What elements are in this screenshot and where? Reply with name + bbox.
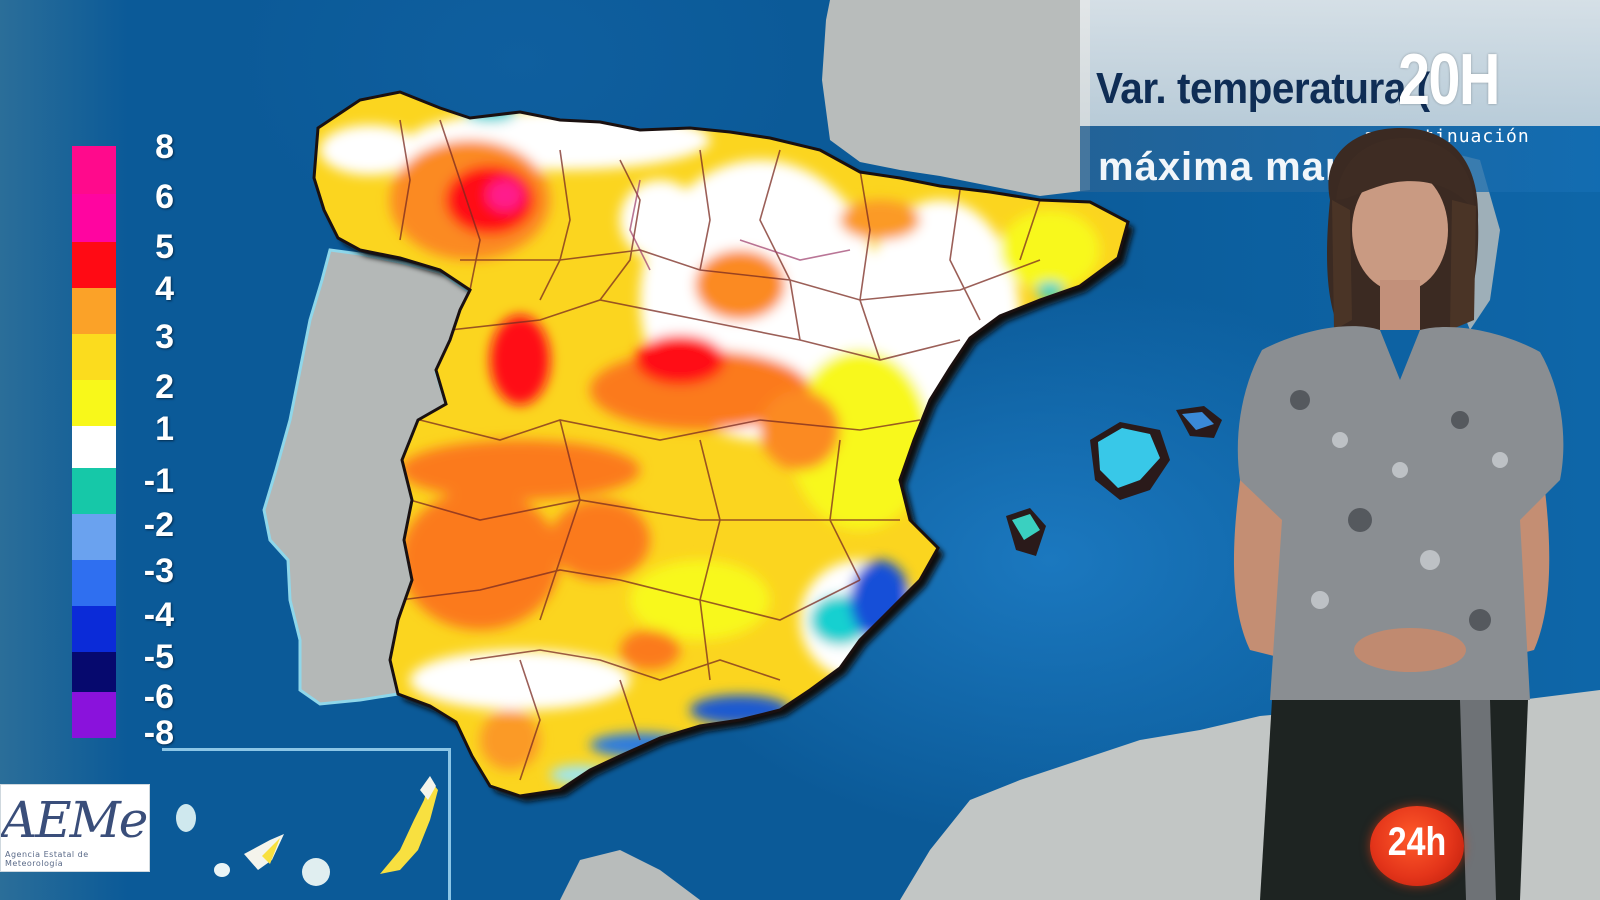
legend-swatch — [72, 468, 116, 514]
24h-badge-label: 24h — [1387, 820, 1447, 864]
legend-label: -6 — [143, 678, 174, 716]
legend-swatch — [72, 242, 116, 288]
legend-label: 4 — [155, 270, 174, 308]
aemet-logo-subtitle: Agencia Estatal de Meteorología — [5, 850, 89, 868]
map-title: Var. temperatura ( — [1096, 64, 1430, 113]
legend-swatch — [72, 288, 116, 334]
temperature-legend-colorbar — [72, 146, 116, 738]
province-borders — [399, 119, 1041, 781]
canary-islands-inset-frame — [162, 748, 451, 900]
canary-islands — [176, 776, 438, 886]
title-banner-top — [1080, 0, 1600, 126]
legend-label: 1 — [155, 410, 174, 448]
aemet-logo-text: AEMet — [1, 791, 150, 849]
legend-swatch — [72, 380, 116, 426]
legend-swatch — [72, 606, 116, 652]
legend-label: -2 — [143, 506, 174, 544]
legend-swatch — [72, 652, 116, 692]
legend-swatch — [72, 194, 116, 242]
legend-label: 6 — [155, 178, 174, 216]
24h-channel-badge: 24h — [1370, 806, 1464, 886]
legend-label: 3 — [155, 318, 174, 356]
legend-swatch — [72, 514, 116, 560]
france-landmass — [822, 0, 1090, 196]
legend-label: 2 — [155, 368, 174, 406]
legend-label: -3 — [143, 552, 174, 590]
map-subtitle: máxima mar — [1098, 145, 1342, 189]
legend-swatch — [72, 560, 116, 606]
legend-label: -5 — [143, 638, 174, 676]
legend-swatch — [72, 334, 116, 380]
legend-label: -1 — [143, 462, 174, 500]
legend-swatch — [72, 426, 116, 468]
legend-label: 5 — [155, 228, 174, 266]
balearic-islands — [1006, 406, 1222, 556]
legend-label: 8 — [155, 128, 174, 166]
aemet-logo: AEMet Agencia Estatal de Meteorología — [0, 784, 150, 872]
legend-swatch — [72, 146, 116, 194]
legend-label: -8 — [143, 714, 174, 752]
legend-label: -4 — [143, 596, 174, 634]
legend-swatch — [72, 692, 116, 738]
20h-program-logo: 20H — [1398, 40, 1500, 120]
